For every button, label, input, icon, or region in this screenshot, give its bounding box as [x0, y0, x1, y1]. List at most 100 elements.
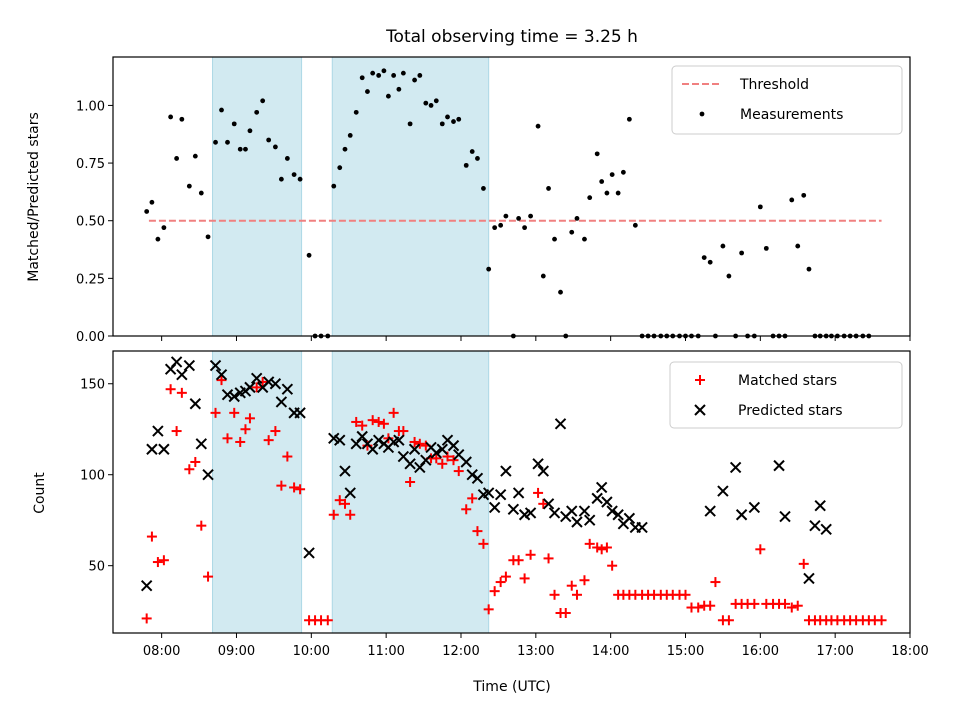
- matched-star-point: [500, 571, 511, 582]
- predicted-star-point: [303, 547, 315, 559]
- matched-star-point: [431, 453, 442, 464]
- measurement-point: [272, 144, 278, 150]
- x-axis-label: Time (UTC): [472, 679, 550, 695]
- measurement-point: [385, 93, 391, 99]
- measurement-point: [558, 289, 563, 295]
- matched-star-point: [373, 416, 384, 427]
- y-tick-label: 100: [80, 469, 105, 484]
- matched-star-point: [216, 375, 227, 386]
- measurement-point: [469, 149, 475, 154]
- legend-bottom: Matched stars Predicted stars: [669, 361, 903, 429]
- matched-star-point: [171, 426, 182, 437]
- matched-star-point: [184, 464, 195, 475]
- predicted-star-point: [729, 461, 742, 474]
- predicted-star-point: [735, 509, 748, 521]
- measurement-point: [498, 222, 504, 228]
- predicted-star-point: [606, 505, 618, 517]
- matched-star-point: [596, 544, 607, 555]
- predicted-star-point: [152, 425, 164, 437]
- plot-frame: [112, 350, 911, 634]
- predicted-star-point: [209, 359, 222, 372]
- matched-star-point: [579, 575, 590, 586]
- predicted-star-point: [269, 378, 282, 390]
- measurement-point: [475, 156, 480, 161]
- predicted-star-point: [250, 372, 263, 384]
- measurement-point: [412, 77, 417, 83]
- matched-star-point: [405, 476, 416, 487]
- legend-box: [669, 361, 903, 429]
- measurement-point: [569, 229, 575, 235]
- matched-star-point: [543, 553, 554, 564]
- legend-top: Threshold Measurements: [671, 65, 903, 135]
- predicted-star-point: [601, 496, 613, 508]
- matched-star-point: [592, 542, 603, 553]
- matched-star-point: [448, 455, 459, 466]
- measurement-point: [445, 114, 450, 120]
- legend-matched-swatch: [695, 375, 705, 385]
- matched-star-point: [351, 416, 362, 427]
- y-tick-label: 0.25: [76, 272, 105, 287]
- matched-star-point: [755, 544, 766, 555]
- matched-star-point: [693, 602, 704, 613]
- matched-star-point: [282, 451, 293, 462]
- predicted-star-point: [566, 505, 578, 517]
- measurement-point: [155, 236, 161, 242]
- measurement-point: [481, 186, 486, 191]
- predicted-star-point: [356, 430, 368, 443]
- matched-star-point: [601, 542, 612, 553]
- measurement-point: [219, 107, 224, 113]
- measurement-point: [806, 266, 812, 272]
- measurement-point: [463, 162, 469, 168]
- measurement-point: [540, 273, 546, 279]
- y-tick-label: 50: [88, 560, 105, 575]
- measurement-point: [331, 183, 337, 189]
- measurement-point: [260, 98, 266, 104]
- measurement-point: [763, 245, 769, 251]
- matched-star-point: [472, 526, 483, 537]
- predicted-star-point: [436, 443, 448, 455]
- predicted-star-point: [500, 465, 512, 477]
- matched-star-point: [705, 600, 716, 611]
- legend-label: Predicted stars: [738, 403, 843, 419]
- matched-star-point: [489, 586, 500, 597]
- matched-star-point: [357, 420, 368, 431]
- predicted-star-point: [215, 368, 228, 381]
- predicted-star-point: [704, 505, 716, 517]
- matched-star-point: [270, 426, 281, 437]
- legend-box: [671, 65, 903, 135]
- y-tick-label: 150: [80, 378, 105, 393]
- predicted-star-point: [294, 407, 306, 419]
- measurement-point: [433, 98, 439, 104]
- predicted-star-point: [488, 501, 501, 514]
- measurement-point: [243, 146, 248, 152]
- predicted-star-point: [583, 514, 596, 526]
- x-tick-label: 11:00: [367, 644, 404, 659]
- measurement-point: [391, 73, 397, 78]
- measurement-point: [535, 123, 541, 129]
- shaded-region: [212, 350, 303, 634]
- predicted-star-point: [471, 472, 484, 485]
- top-y-axis-label: Matched/Predicted stars: [26, 112, 42, 282]
- matched-star-point: [196, 520, 207, 531]
- matched-star-point: [710, 577, 721, 588]
- predicted-star-point: [183, 359, 196, 372]
- predicted-star-point: [430, 447, 442, 459]
- ratio-panel: 0.00 0.25 0.50 0.75 1.00: [76, 56, 911, 345]
- measurement-point: [587, 195, 593, 201]
- measurement-point: [186, 183, 192, 189]
- matched-star-point: [519, 573, 530, 584]
- matched-star-point: [876, 615, 887, 626]
- measurement-point: [342, 146, 348, 152]
- matched-star-point: [453, 466, 464, 477]
- measurement-point: [337, 165, 343, 171]
- predicted-star-point: [221, 388, 234, 401]
- measurement-point: [231, 121, 237, 127]
- measurement-point: [370, 70, 376, 76]
- predicted-star-point: [158, 443, 170, 455]
- predicted-star-point: [366, 443, 379, 455]
- matched-star-point: [176, 387, 187, 398]
- measurement-point: [353, 109, 359, 115]
- predicted-star-point: [717, 485, 729, 497]
- measurement-point: [192, 153, 198, 159]
- legend-label: Threshold: [739, 77, 809, 93]
